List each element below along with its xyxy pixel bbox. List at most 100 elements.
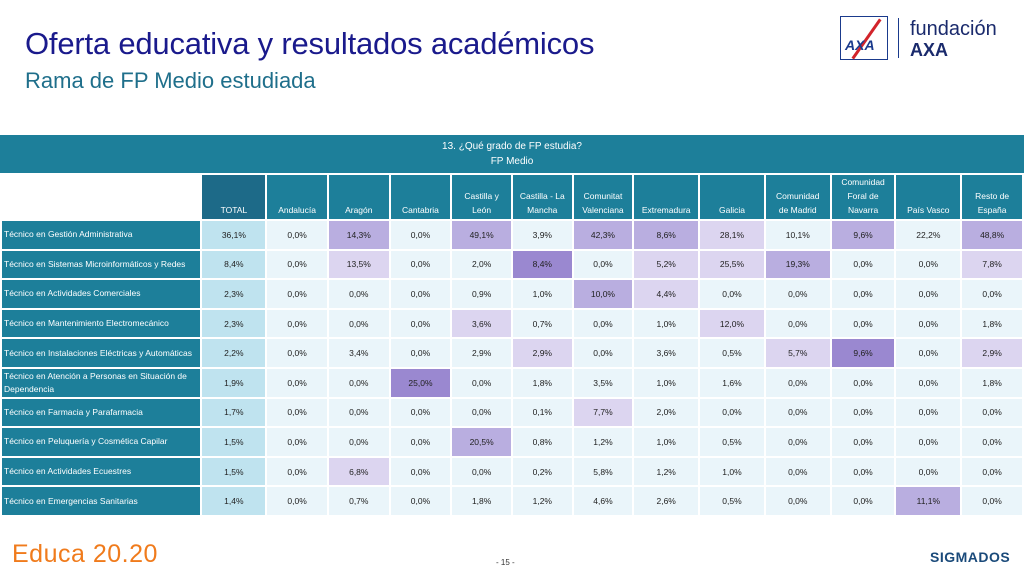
table-cell: 9,6% (829, 337, 897, 369)
table-row: Técnico en Instalaciones Eléctricas y Au… (0, 337, 1024, 369)
table-cell: 7,8% (960, 248, 1024, 281)
table-cell: 2,0% (450, 248, 513, 281)
table-cell: 0,0% (894, 337, 963, 369)
table-cell: 9,6% (829, 219, 897, 251)
question-subgroup: FP Medio (490, 156, 534, 167)
table-cell: 0,0% (388, 485, 453, 517)
table-cell: 36,1% (200, 219, 268, 251)
table-cell: 0,0% (265, 426, 329, 458)
table-cell: 0,0% (571, 337, 635, 369)
table-cell: 0,0% (894, 426, 963, 458)
table-cell: 1,7% (200, 396, 268, 429)
table-cell: 1,8% (960, 366, 1024, 399)
table-cell: 19,3% (763, 248, 832, 281)
table-cell: 0,0% (829, 485, 897, 517)
table-cell: 2,0% (632, 396, 701, 429)
table-cell: 0,0% (388, 455, 453, 488)
sigmados-logo: SIGMADOS (930, 549, 1011, 565)
table-cell: 0,0% (829, 396, 897, 429)
table-cell: 0,0% (265, 219, 329, 251)
table-cell: 0,0% (265, 337, 329, 369)
header-corner (0, 173, 203, 221)
table-cell: 0,0% (571, 248, 635, 281)
table-cell: 1,0% (632, 426, 701, 458)
table-cell: 0,0% (326, 366, 391, 399)
table-cell: 0,0% (829, 455, 897, 488)
table-cell: 10,1% (763, 219, 832, 251)
table-cell: 2,3% (200, 307, 268, 340)
table-cell: 8,6% (632, 219, 701, 251)
table-cell: 0,0% (763, 485, 832, 517)
table-cell: 0,0% (388, 219, 453, 251)
table-cell: 1,5% (200, 455, 268, 488)
table-cell: 0,0% (960, 426, 1024, 458)
table-cell: 1,2% (632, 455, 701, 488)
table-cell: 25,5% (698, 248, 766, 281)
table-cell: 2,3% (200, 278, 268, 310)
row-label: Técnico en Instalaciones Eléctricas y Au… (0, 337, 203, 369)
page-subtitle: Rama de FP Medio estudiada (25, 68, 316, 93)
table-cell: 1,0% (632, 307, 701, 340)
educa-brand-logo: Educa 20.20 (12, 540, 158, 568)
table-cell: 20,5% (450, 426, 513, 458)
table-row: Técnico en Mantenimiento Electromecánico… (0, 307, 1024, 340)
table-cell: 13,5% (326, 248, 391, 281)
table-cell: 48,8% (960, 219, 1024, 251)
table-row: Técnico en Farmacia y Parafarmacia 1,7% 0,… (0, 396, 1024, 429)
table-cell: 0,0% (388, 278, 453, 310)
table-cell: 0,0% (763, 366, 832, 399)
table-cell: 2,9% (450, 337, 513, 369)
table-cell: 0,0% (698, 278, 766, 310)
table-cell: 0,0% (763, 426, 832, 458)
table-cell: 0,0% (894, 278, 963, 310)
table-cell: 0,0% (763, 455, 832, 488)
logo-text-line2: AXA (910, 40, 949, 60)
table-cell: 0,7% (510, 307, 574, 340)
table-cell: 0,0% (326, 426, 391, 458)
table-cell: 1,6% (698, 366, 766, 399)
table-row: Técnico en Actividades Ecuestres 1,5% 0,0%… (0, 455, 1024, 488)
table-cell: 0,0% (894, 366, 963, 399)
table-cell: 3,6% (450, 307, 513, 340)
table-cell: 0,0% (894, 396, 963, 429)
table-cell: 1,8% (450, 485, 513, 517)
table-row: Técnico en Sistemas Microinformáticos y … (0, 248, 1024, 281)
table-cell: 0,2% (510, 455, 574, 488)
table-cell: 3,6% (632, 337, 701, 369)
table-cell: 0,7% (326, 485, 391, 517)
table-cell: 8,4% (200, 248, 268, 281)
row-label: Técnico en Farmacia y Parafarmacia (0, 396, 203, 429)
table-cell: 1,0% (510, 278, 574, 310)
table-cell: 0,5% (698, 485, 766, 517)
row-label: Técnico en Emergencias Sanitarias (0, 485, 203, 517)
table-cell: 2,2% (200, 337, 268, 369)
table-cell: 0,0% (571, 307, 635, 340)
table-cell: 0,5% (698, 337, 766, 369)
table-cell: 0,0% (388, 426, 453, 458)
table-cell: 0,0% (265, 455, 329, 488)
table-cell: 0,0% (265, 307, 329, 340)
table-cell: 6,8% (326, 455, 391, 488)
table-cell: 49,1% (450, 219, 513, 251)
table-cell: 11,1% (894, 485, 963, 517)
table-cell: 0,0% (450, 366, 513, 399)
table-cell: 0,0% (894, 307, 963, 340)
table-cell: 1,4% (200, 485, 268, 517)
table-cell: 2,9% (510, 337, 574, 369)
table-cell: 22,2% (894, 219, 963, 251)
table-cell: 0,9% (450, 278, 513, 310)
table-cell: 1,0% (698, 455, 766, 488)
axa-logo-icon: AXA (840, 16, 888, 60)
table-cell: 1,8% (510, 366, 574, 399)
table-cell: 0,0% (388, 337, 453, 369)
table-row: Técnico en Actividades Comerciales 2,3% 0,… (0, 278, 1024, 310)
table-cell: 1,9% (200, 366, 268, 399)
table-cell: 0,0% (388, 248, 453, 281)
table-cell: 0,5% (698, 426, 766, 458)
table-cell: 3,4% (326, 337, 391, 369)
table-cell: 7,7% (571, 396, 635, 429)
table-cell: 2,6% (632, 485, 701, 517)
row-label: Técnico en Actividades Ecuestres (0, 455, 203, 488)
table-cell: 8,4% (510, 248, 574, 281)
